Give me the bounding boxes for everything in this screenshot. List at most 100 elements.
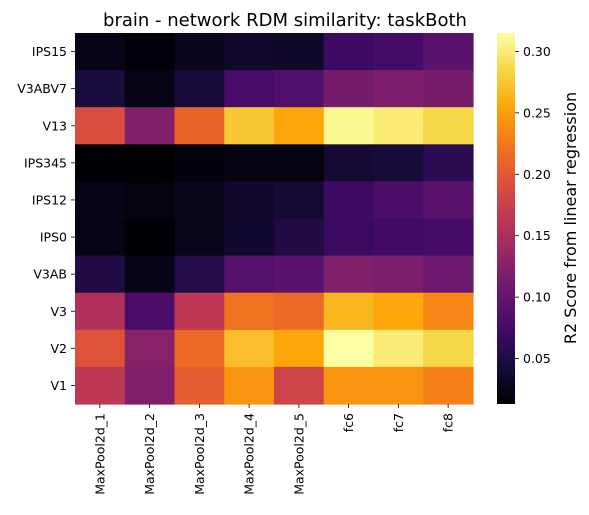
heatmap-cell bbox=[174, 329, 225, 368]
row-label: V3 bbox=[50, 304, 67, 319]
heatmap-cell bbox=[124, 366, 176, 405]
heatmap-cell bbox=[174, 181, 225, 220]
heatmap-cell bbox=[274, 329, 325, 368]
column-label: fc7 bbox=[391, 413, 406, 432]
heatmap-cell bbox=[75, 181, 126, 220]
heatmap-cell bbox=[75, 107, 126, 145]
heatmap-cell bbox=[124, 255, 176, 294]
heatmap-cell bbox=[323, 181, 375, 220]
heatmap-cell bbox=[174, 33, 225, 71]
row-labels: IPS15 V3ABV7 V13 IPS345 IPS12 IPS0 V3AB V3 V2 V1 bbox=[17, 44, 75, 393]
column-label: MaxPool2d_5 bbox=[291, 413, 306, 495]
heatmap-cell bbox=[323, 218, 375, 257]
heatmap-cell bbox=[274, 218, 325, 257]
row-label: V3ABV7 bbox=[17, 81, 67, 96]
colorbar-tick-label: 0.20 bbox=[523, 167, 551, 182]
heatmap-cell bbox=[224, 70, 275, 108]
row-label: IPS15 bbox=[32, 44, 67, 59]
heatmap-cell bbox=[124, 329, 176, 368]
heatmap-cell bbox=[224, 366, 275, 405]
column-label: MaxPool2d_4 bbox=[242, 413, 257, 495]
heatmap-cell bbox=[323, 292, 375, 331]
heatmap-cell bbox=[423, 329, 474, 368]
column-label: fc8 bbox=[441, 413, 456, 432]
heatmap-cell bbox=[75, 33, 126, 71]
heatmap-cell bbox=[75, 144, 126, 182]
heatmap-cell bbox=[373, 144, 424, 182]
heatmap-cell bbox=[75, 329, 126, 368]
row-label: V2 bbox=[50, 341, 67, 356]
row-label: V13 bbox=[43, 118, 67, 133]
heatmap-cell bbox=[75, 255, 126, 294]
heatmap-cell bbox=[174, 218, 225, 257]
heatmap-cell bbox=[323, 255, 375, 294]
heatmap-cell bbox=[423, 144, 474, 182]
heatmap-cell bbox=[224, 218, 275, 257]
heatmap-cell bbox=[274, 107, 325, 145]
row-label: V1 bbox=[50, 378, 67, 393]
heatmap-cell bbox=[274, 33, 325, 71]
column-label: MaxPool2d_2 bbox=[142, 413, 157, 495]
heatmap-cell bbox=[224, 329, 275, 368]
heatmap-cell bbox=[323, 144, 375, 182]
heatmap-cells bbox=[75, 33, 474, 405]
heatmap-cell bbox=[224, 292, 275, 331]
heatmap-cell bbox=[174, 70, 225, 108]
colorbar-label: R2 Score from linear regression bbox=[561, 92, 580, 344]
heatmap-cell bbox=[323, 329, 375, 368]
heatmap-cell bbox=[75, 366, 126, 405]
heatmap-cell bbox=[124, 292, 176, 331]
heatmap-cell bbox=[174, 366, 225, 405]
column-labels: MaxPool2d_1 MaxPool2d_2 MaxPool2d_3 MaxPool… bbox=[92, 404, 456, 495]
heatmap-cell bbox=[75, 218, 126, 257]
heatmap-cell bbox=[174, 107, 225, 145]
heatmap-cell bbox=[174, 144, 225, 182]
heatmap-cell bbox=[423, 107, 474, 145]
heatmap-cell bbox=[373, 218, 424, 257]
heatmap-cell bbox=[423, 292, 474, 331]
column-label: fc6 bbox=[341, 413, 356, 432]
heatmap-cell bbox=[124, 144, 176, 182]
colorbar-tick-label: 0.15 bbox=[523, 228, 551, 243]
heatmap-cell bbox=[373, 181, 424, 220]
heatmap-cell bbox=[373, 70, 424, 108]
column-label: MaxPool2d_1 bbox=[92, 413, 107, 495]
heatmap-cell bbox=[423, 70, 474, 108]
heatmap-cell bbox=[274, 181, 325, 220]
heatmap-cell bbox=[124, 107, 176, 145]
heatmap-cell bbox=[274, 292, 325, 331]
heatmap-cell bbox=[174, 255, 225, 294]
heatmap-cell bbox=[373, 366, 424, 405]
heatmap-cell bbox=[323, 366, 375, 405]
heatmap-cell bbox=[373, 255, 424, 294]
heatmap-cell bbox=[174, 292, 225, 331]
heatmap-cell bbox=[323, 107, 375, 145]
heatmap-cell bbox=[373, 292, 424, 331]
heatmap-cell bbox=[124, 70, 176, 108]
row-label: IPS12 bbox=[32, 192, 67, 207]
heatmap-cell bbox=[224, 181, 275, 220]
heatmap-cell bbox=[224, 33, 275, 71]
colorbar-tick-label: 0.30 bbox=[523, 44, 551, 59]
heatmap-cell bbox=[373, 329, 424, 368]
heatmap-cell bbox=[124, 181, 176, 220]
row-label: IPS345 bbox=[24, 155, 67, 170]
heatmap-cell bbox=[423, 366, 474, 405]
heatmap-cell bbox=[75, 70, 126, 108]
heatmap-cell bbox=[423, 255, 474, 294]
heatmap-cell bbox=[274, 144, 325, 182]
row-label: V3AB bbox=[33, 267, 67, 282]
colorbar bbox=[497, 33, 515, 404]
heatmap-cell bbox=[323, 33, 375, 71]
heatmap-cell bbox=[423, 181, 474, 220]
chart-title: brain - network RDM similarity: taskBoth bbox=[103, 10, 467, 31]
colorbar-tick-label: 0.05 bbox=[523, 351, 551, 366]
heatmap-cell bbox=[124, 218, 176, 257]
column-label: MaxPool2d_3 bbox=[192, 413, 207, 495]
heatmap-cell bbox=[224, 144, 275, 182]
heatmap-cell bbox=[274, 255, 325, 294]
colorbar-ticks: 0.05 0.10 0.15 0.20 0.25 0.30 bbox=[515, 44, 551, 366]
heatmap-cell bbox=[373, 107, 424, 145]
colorbar-tick-label: 0.10 bbox=[523, 290, 551, 305]
